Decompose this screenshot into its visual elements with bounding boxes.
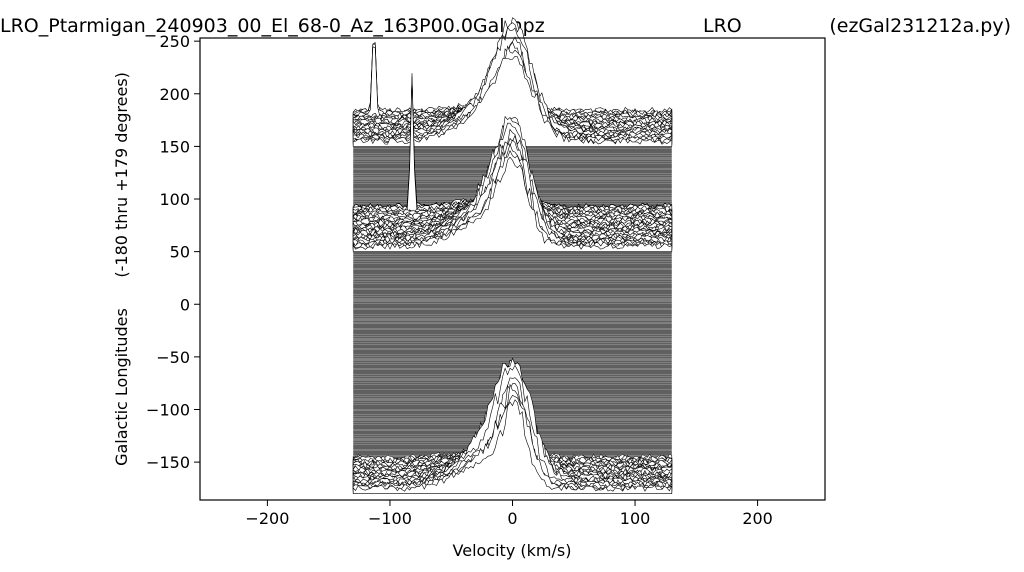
y-axis: −150 −100 −50 0 50 100 150 200 250 xyxy=(146,32,200,472)
y-axis-label-main: Galactic Longitudes xyxy=(112,308,131,466)
spectrum-trace xyxy=(352,399,673,494)
y-tick-label: 200 xyxy=(159,85,190,104)
x-axis-label: Velocity (km/s) xyxy=(453,541,572,560)
x-axis: −200 −100 0 100 200 xyxy=(245,500,773,528)
y-tick-label: 250 xyxy=(159,32,190,51)
y-axis-label-range: (-180 thru +179 degrees) xyxy=(112,72,131,278)
spectrum-trace xyxy=(352,156,673,252)
x-tick-label: 200 xyxy=(742,509,773,528)
y-axis-label: Galactic Longitudes (-180 thru +179 degr… xyxy=(112,72,131,466)
x-tick-label: 0 xyxy=(507,509,517,528)
x-tick-label: 100 xyxy=(620,509,651,528)
y-tick-label: 50 xyxy=(170,243,190,262)
chart-title-script: (ezGal231212a.py) xyxy=(829,15,1011,37)
chart-title-site: LRO xyxy=(703,15,742,37)
y-tick-label: 0 xyxy=(180,295,190,314)
spectra-traces xyxy=(352,17,673,494)
x-tick-label: −100 xyxy=(368,509,412,528)
spectrum-trace xyxy=(352,55,673,147)
x-tick-label: −200 xyxy=(245,509,289,528)
chart-header: LRO_Ptarmigan_240903_00_El_68-0_Az_163P0… xyxy=(0,15,1011,37)
y-tick-label: −150 xyxy=(146,453,190,472)
y-tick-label: −100 xyxy=(146,400,190,419)
y-tick-label: −50 xyxy=(156,348,190,367)
y-tick-label: 150 xyxy=(159,137,190,156)
plot-area xyxy=(199,17,826,501)
chart-title-filename: LRO_Ptarmigan_240903_00_El_68-0_Az_163P0… xyxy=(0,15,545,37)
y-tick-label: 100 xyxy=(159,190,190,209)
